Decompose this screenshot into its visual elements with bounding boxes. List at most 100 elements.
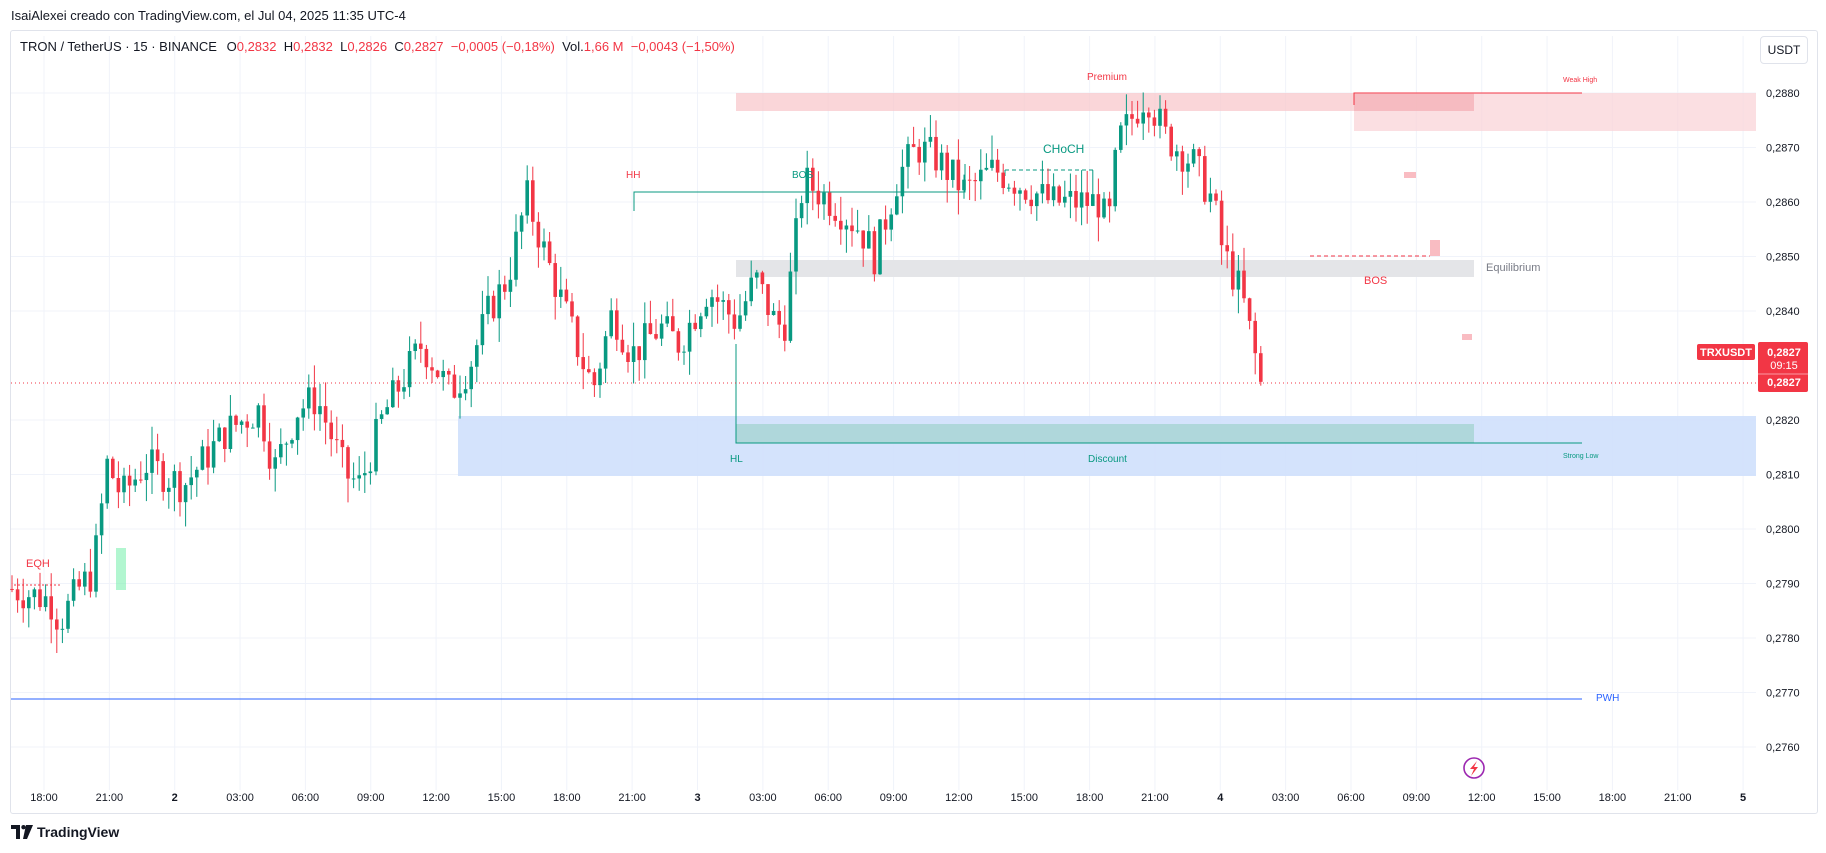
currency-button[interactable]: USDT [1760, 36, 1808, 64]
bos-block [1430, 240, 1440, 256]
candles [10, 92, 1263, 654]
candle-body [413, 343, 417, 352]
candle-body [486, 295, 490, 315]
candle-body [1147, 112, 1151, 118]
candle-body [307, 387, 311, 409]
candle-body [217, 427, 221, 442]
candle-body [850, 225, 854, 232]
candle-body [1231, 251, 1235, 290]
candle-body [794, 218, 798, 272]
tradingview-logo-icon [11, 825, 33, 839]
candle-body [15, 589, 20, 601]
candle-body [1074, 190, 1078, 208]
candle-body [245, 421, 249, 428]
candle-body [699, 316, 703, 330]
candle-body [127, 475, 132, 486]
candle-body [822, 192, 826, 205]
candle-body [1023, 190, 1028, 200]
candle-body [872, 231, 877, 275]
price-tag-value-2: 0,2827 [1767, 377, 1801, 389]
weak-high-line [1353, 92, 1582, 105]
candle-body [1225, 245, 1229, 252]
candle-body [1007, 187, 1011, 189]
y-tick-label: 0,2790 [1766, 579, 1800, 591]
candle-body [1203, 156, 1207, 202]
candle-body [939, 152, 944, 171]
candle-body [189, 477, 193, 486]
candle-body [889, 214, 893, 230]
candle-body [715, 297, 720, 302]
x-tick-label: 3 [694, 792, 700, 804]
candle-body [379, 414, 384, 419]
discount-label: Discount [1088, 454, 1127, 465]
x-tick-label: 09:00 [880, 792, 908, 804]
candle-body [88, 571, 93, 592]
candle-body [38, 589, 42, 608]
candle-body [234, 415, 238, 425]
y-tick-label: 0,2880 [1766, 88, 1800, 100]
candle-body [71, 579, 76, 601]
candle-body [766, 284, 770, 315]
candle-body [878, 219, 882, 275]
high-label: H [283, 39, 294, 54]
candle-body [1096, 194, 1101, 218]
candle-body [223, 427, 227, 449]
symbol-title[interactable]: TRON / TetherUS · 15 · BINANCE [20, 39, 217, 54]
candle-body [508, 279, 513, 292]
candle-body [1247, 298, 1252, 321]
hl-line [735, 344, 1582, 444]
x-tick-label: 21:00 [618, 792, 646, 804]
x-tick-label: 18:00 [30, 792, 58, 804]
candle-body [536, 221, 541, 248]
candle-body [329, 422, 333, 440]
candle-body [1018, 190, 1022, 194]
candle-body [721, 300, 725, 302]
candle-body [967, 179, 972, 181]
candle-body [497, 284, 501, 319]
candle-body [318, 406, 322, 415]
candle-body [419, 343, 423, 349]
candle-body [424, 348, 429, 368]
candle-body [447, 370, 451, 375]
candle-body [1175, 151, 1179, 157]
candle-body [139, 479, 143, 481]
premium-zone [736, 93, 1474, 111]
candle-body [575, 316, 580, 358]
candle-body [1035, 193, 1039, 207]
candle-body [351, 478, 356, 480]
candle-body [671, 316, 675, 332]
candle-body [83, 571, 87, 587]
hh-label: HH [626, 170, 640, 181]
candle-body [1236, 270, 1241, 290]
candle-body [290, 440, 294, 444]
candle-body [1124, 114, 1129, 126]
symbol-tag [1697, 344, 1755, 360]
candle-body [777, 310, 781, 325]
candle-body [1001, 172, 1005, 189]
bos-label-2: BOS [1364, 275, 1387, 287]
candle-body [587, 369, 591, 373]
candle-body [637, 346, 641, 361]
candle-body [833, 215, 837, 221]
candle-body [335, 439, 339, 441]
candle-body [1152, 117, 1157, 126]
candle-body [1091, 194, 1095, 206]
candle-body [1102, 198, 1106, 218]
candle-body [676, 331, 681, 353]
candle-body [693, 322, 697, 330]
y-tick-label: 0,2860 [1766, 197, 1800, 209]
candle-body [542, 241, 546, 248]
lightning-icon[interactable] [1463, 757, 1485, 779]
tradingview-logo[interactable]: TradingView [11, 824, 119, 840]
y-tick-label: 0,2760 [1766, 742, 1800, 754]
candle-body [284, 443, 289, 445]
candle-body [155, 449, 160, 462]
change-value: −0,0005 (−0,18%) [450, 39, 555, 54]
x-tick-label: 21:00 [96, 792, 124, 804]
candle-body [973, 180, 977, 182]
candle-body [94, 535, 98, 592]
x-tick-label: 21:00 [1664, 792, 1692, 804]
candle-body [99, 503, 104, 536]
candle-body [654, 334, 658, 339]
